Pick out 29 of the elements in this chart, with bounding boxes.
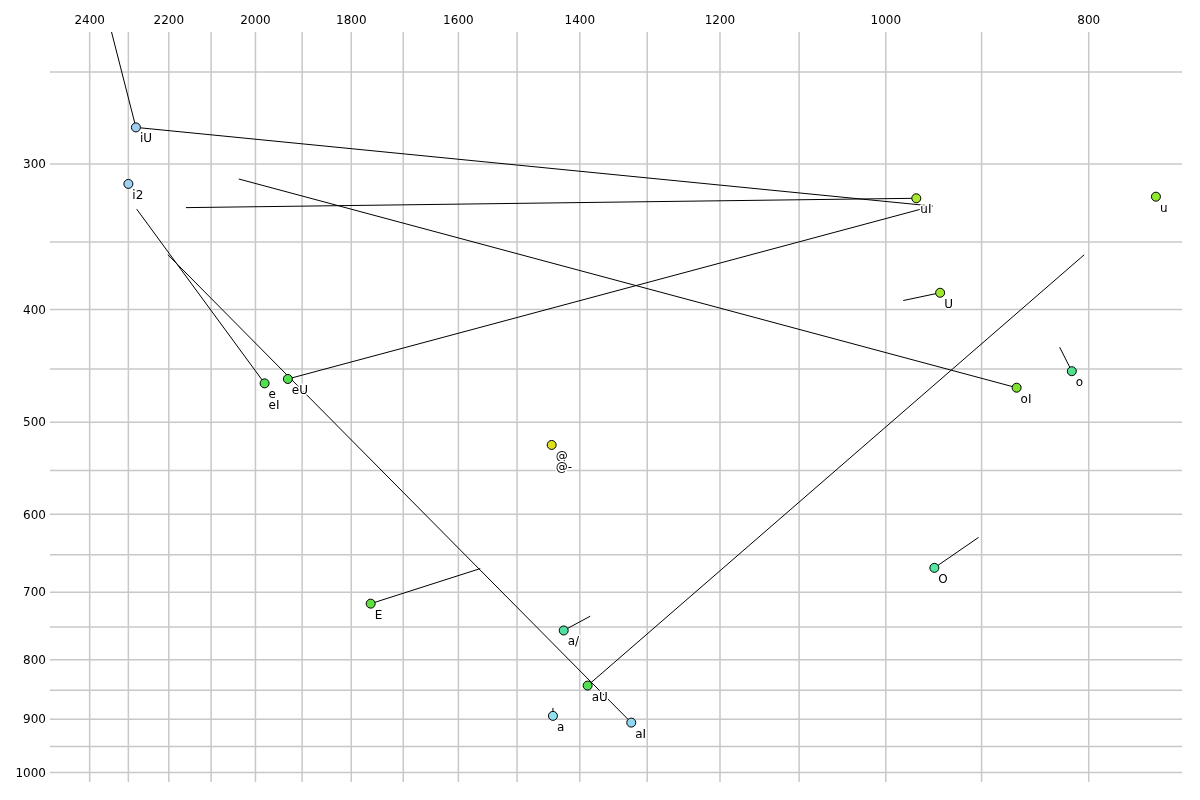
x-tick-label: 800 [1077, 13, 1101, 27]
x-tick-label: 2000 [240, 13, 271, 27]
y-tick-label: 600 [23, 507, 46, 522]
annotation: u [1159, 200, 1168, 215]
y-tick-label: 400 [23, 302, 46, 317]
annotation: aI [635, 726, 647, 741]
annotation: o [1075, 375, 1084, 390]
annotation: U [944, 296, 953, 311]
annotation: a [556, 719, 565, 734]
y-tick-label: 800 [23, 652, 46, 667]
annotation: iU [139, 131, 153, 146]
x-tick-label: 1400 [564, 13, 596, 27]
annotation: a/ [567, 634, 581, 649]
annotation: i2 [132, 187, 144, 202]
y-tick-label: 1000 [15, 765, 46, 780]
y-tick-label: 700 [23, 585, 46, 600]
annotation: E [374, 607, 383, 622]
x-tick-label: 1600 [443, 13, 474, 27]
x-tick-label: 2200 [153, 13, 185, 27]
x-tick-label: 1800 [336, 13, 367, 27]
x-tick-label: 1000 [870, 13, 902, 27]
y-tick-label: 900 [23, 712, 46, 727]
x-tick-label: 2400 [74, 13, 105, 27]
y-tick-label: 300 [23, 157, 46, 172]
annotation: oI [1020, 391, 1032, 406]
annotation: aU [591, 689, 608, 704]
y-tick-label: 500 [23, 415, 46, 430]
annotation: O [938, 571, 948, 586]
x-tick-label: 1200 [704, 13, 736, 27]
